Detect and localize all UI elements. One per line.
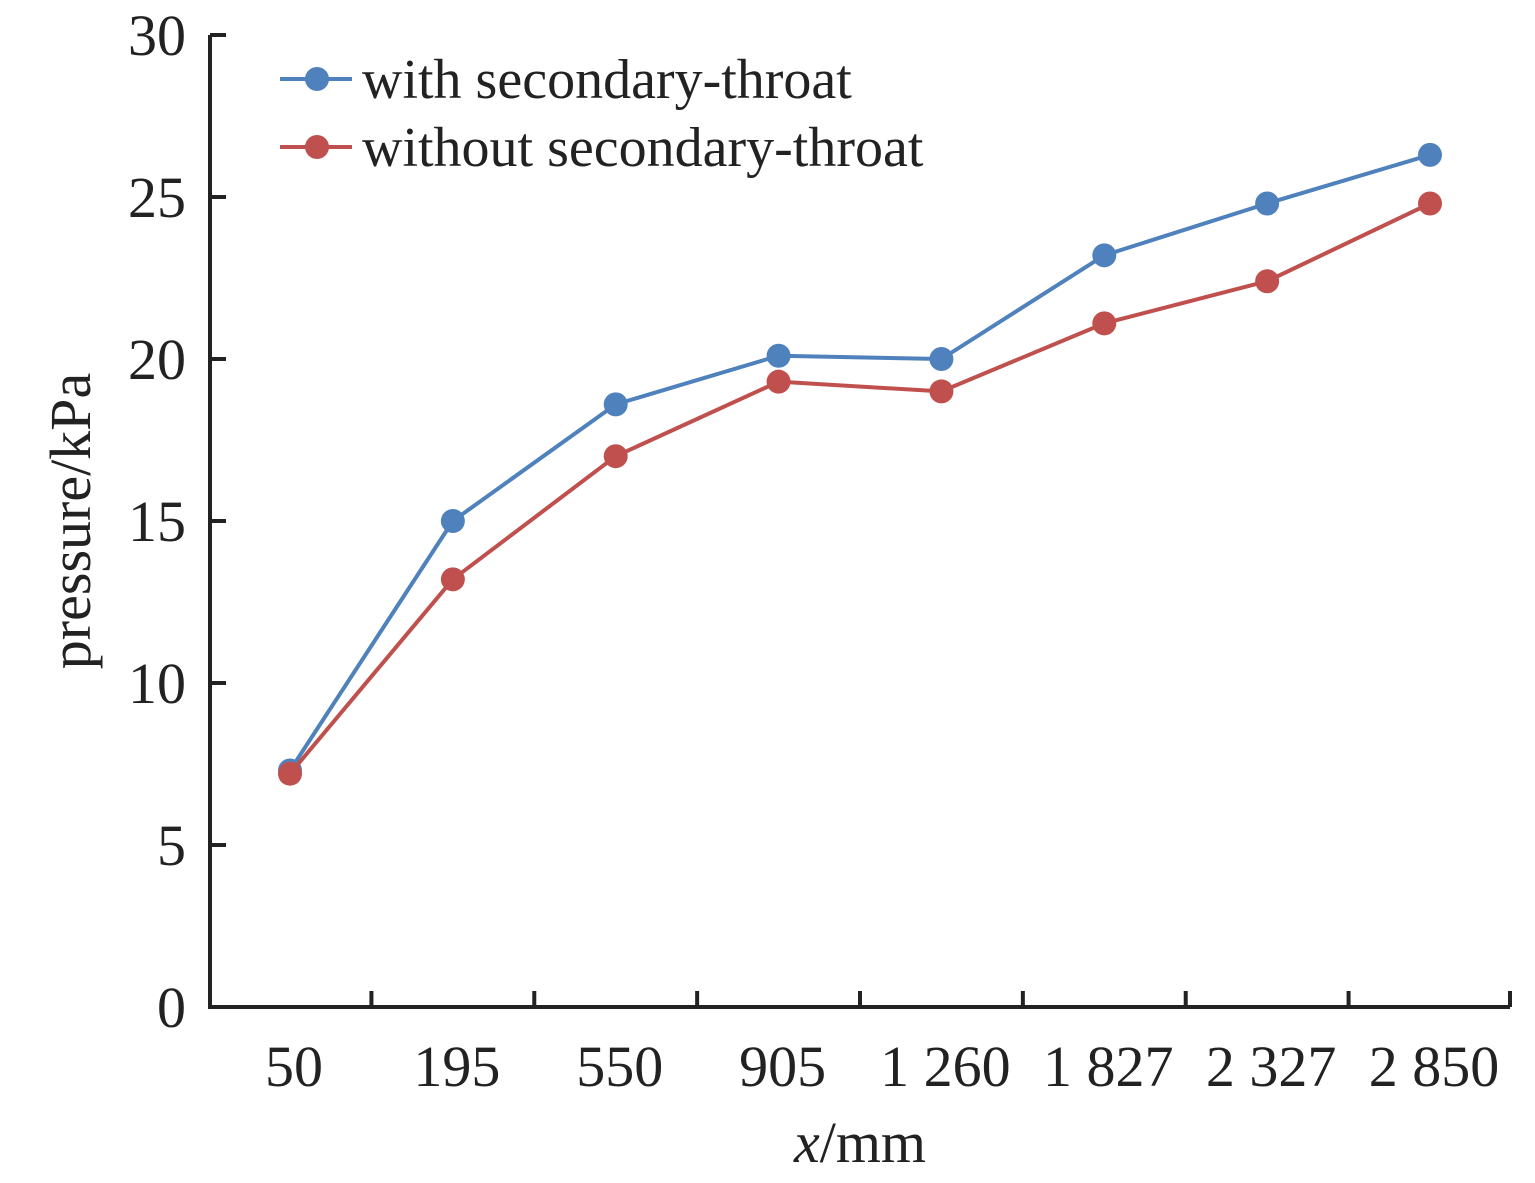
series-without-secondary-throat — [278, 191, 1442, 786]
legend-marker-without — [305, 135, 329, 159]
axes — [208, 35, 1510, 1009]
y-tick-label: 30 — [128, 3, 186, 68]
legend-marker-with — [305, 67, 329, 91]
data-point — [1255, 269, 1280, 294]
data-point — [1092, 243, 1117, 268]
legend-label-with: with secondary-throat — [362, 49, 852, 111]
x-tick-label: 550 — [576, 1034, 663, 1099]
x-tick-label: 2 850 — [1369, 1034, 1500, 1099]
data-point — [440, 567, 465, 592]
data-point — [929, 347, 954, 371]
y-axis-title: pressure/kPa — [38, 373, 103, 669]
x-ticks: 50 195 550 905 1 260 1 827 2 327 2 850 — [265, 991, 1512, 1099]
data-point — [1418, 191, 1442, 216]
series-layer — [278, 142, 1442, 786]
data-point — [1092, 311, 1117, 336]
legend-item-with-secondary-throat: with secondary-throat — [280, 49, 852, 111]
y-tick-label: 15 — [128, 489, 186, 554]
data-point — [440, 509, 465, 533]
y-tick-label: 25 — [128, 165, 186, 230]
x-tick-label: 50 — [265, 1034, 323, 1099]
y-tick-label: 5 — [157, 813, 186, 878]
x-axis-title: x/mm — [793, 1110, 926, 1175]
legend-item-without-secondary-throat: without secondary-throat — [280, 117, 924, 179]
data-point — [603, 444, 628, 469]
y-ticks: 0 5 10 15 20 25 30 — [128, 3, 226, 1040]
data-point — [1418, 142, 1442, 167]
x-axis-title-unit: /mm — [820, 1110, 926, 1175]
x-tick-label: 195 — [413, 1034, 500, 1099]
data-point — [278, 761, 302, 786]
data-point — [1255, 191, 1280, 216]
legend-label-without: without secondary-throat — [362, 117, 924, 179]
data-point — [766, 343, 791, 368]
x-tick-label: 1 260 — [880, 1034, 1011, 1099]
legend: with secondary-throat without secondary-… — [280, 49, 924, 179]
series-line — [288, 201, 1431, 776]
x-axis-title-variable: x — [793, 1110, 820, 1175]
data-point — [929, 379, 954, 404]
x-tick-label: 1 827 — [1043, 1034, 1174, 1099]
y-tick-label: 0 — [157, 975, 186, 1040]
series-line — [288, 152, 1431, 772]
series-with-secondary-throat — [278, 142, 1442, 783]
x-tick-label: 905 — [739, 1034, 826, 1099]
x-tick-label: 2 327 — [1206, 1034, 1337, 1099]
data-point — [603, 392, 628, 417]
y-tick-label: 20 — [128, 327, 186, 392]
data-point — [766, 369, 791, 394]
y-tick-label: 10 — [128, 651, 186, 716]
